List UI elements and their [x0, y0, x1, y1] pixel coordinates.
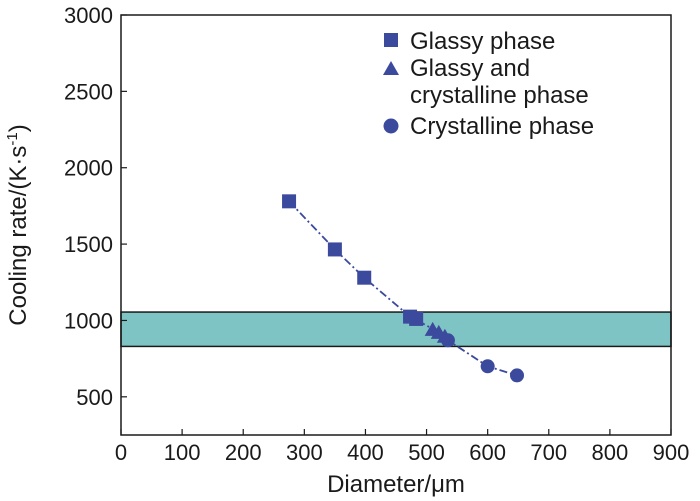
x-tick-label-600: 600: [469, 440, 506, 465]
legend-mixed-label-line1: Glassy and: [410, 55, 530, 82]
y-tick-label-1000: 1000: [64, 308, 113, 333]
x-tick-label-500: 500: [408, 440, 445, 465]
data-point-circle-0: [440, 333, 455, 348]
y-tick-label-2500: 2500: [64, 79, 113, 104]
x-tick-label-100: 100: [164, 440, 201, 465]
x-tick-label-800: 800: [592, 440, 629, 465]
legend-square-marker: [384, 33, 398, 47]
x-tick-label-200: 200: [225, 440, 262, 465]
x-tick-label-900: 900: [653, 440, 690, 465]
data-point-square-4: [409, 311, 424, 326]
plot-background: [121, 15, 671, 435]
y-tick-label-3000: 3000: [64, 3, 113, 28]
legend-triangle-marker: [383, 61, 399, 75]
data-point-circle-1: [480, 359, 495, 374]
cooling-rate-band: [120, 311, 672, 348]
y-tick-label-2000: 2000: [64, 156, 113, 181]
y-tick-label-1500: 1500: [64, 232, 113, 257]
legend-circle-marker: [383, 118, 399, 134]
x-tick-label-400: 400: [347, 440, 384, 465]
plot-frame: [120, 14, 672, 436]
y-tick-label-500: 500: [76, 385, 113, 410]
data-point-circle-2: [510, 368, 524, 383]
legend: Glassy phase Glassy and crystalline phas…: [383, 28, 594, 140]
x-tick-label-300: 300: [286, 440, 323, 465]
y-axis-title: Cooling rate/(K·s-1): [4, 124, 32, 325]
x-tick-label-700: 700: [530, 440, 567, 465]
x-axis-title: Diameter/μm: [327, 471, 465, 498]
x-tick-label-0: 0: [115, 440, 127, 465]
legend-mixed-label-line2: crystalline phase: [410, 82, 589, 109]
data-point-square-1: [327, 242, 342, 257]
data-point-square-0: [282, 194, 297, 209]
data-point-square-2: [357, 270, 372, 285]
legend-glassy-label: Glassy phase: [410, 28, 555, 55]
legend-crystalline-label: Crystalline phase: [410, 113, 594, 140]
